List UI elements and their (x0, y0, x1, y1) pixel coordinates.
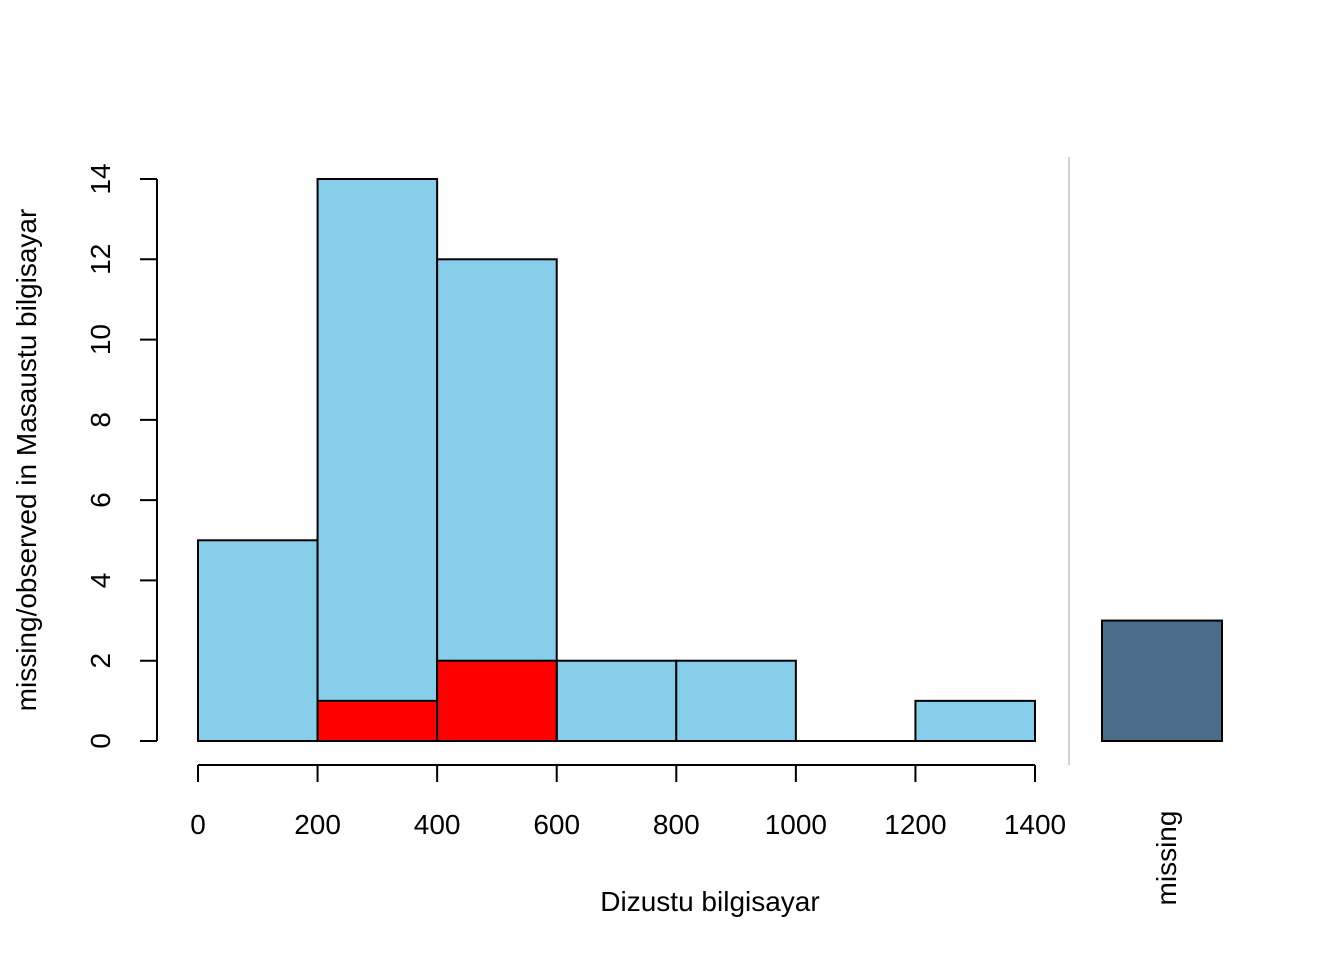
x-tick-label: 400 (414, 809, 461, 840)
y-tick-label: 2 (85, 653, 116, 669)
y-tick-label: 4 (85, 573, 116, 589)
y-tick-label: 8 (85, 412, 116, 428)
x-tick-label: 1000 (765, 809, 827, 840)
x-axis: 0 200 400 600 800 1000 1200 1400 (190, 764, 1066, 840)
histogram-bar (197, 539, 319, 742)
missing-histogram-bar (436, 659, 558, 743)
missing-bars (316, 659, 558, 743)
x-tick-label: 600 (533, 809, 580, 840)
missing-count-bar (1101, 619, 1223, 742)
histogram-bar (914, 699, 1037, 742)
histogram-bar (675, 659, 797, 743)
y-axis: 0 2 4 6 8 10 12 14 (85, 163, 158, 749)
x-tick-label: 1400 (1004, 809, 1066, 840)
y-tick-label: 0 (85, 733, 116, 749)
y-tick-label: 6 (85, 492, 116, 508)
y-tick-label: 14 (85, 163, 116, 194)
missing-histogram-bar (316, 699, 439, 742)
histogram-bar (316, 178, 439, 742)
x-tick-label: 200 (294, 809, 341, 840)
y-tick-label: 12 (85, 244, 116, 275)
y-tick-label: 10 (85, 324, 116, 355)
x-tick-label: 0 (190, 809, 206, 840)
missing-bar-label: missing (1151, 811, 1182, 906)
histogram-bar (555, 659, 678, 743)
x-axis-title: Dizustu bilgisayar (600, 886, 819, 917)
x-tick-label: 800 (653, 809, 700, 840)
observed-bars (197, 178, 1037, 743)
y-axis-title: missing/observed in Masaustu bilgisayar (11, 209, 42, 712)
x-tick-label: 1200 (884, 809, 946, 840)
